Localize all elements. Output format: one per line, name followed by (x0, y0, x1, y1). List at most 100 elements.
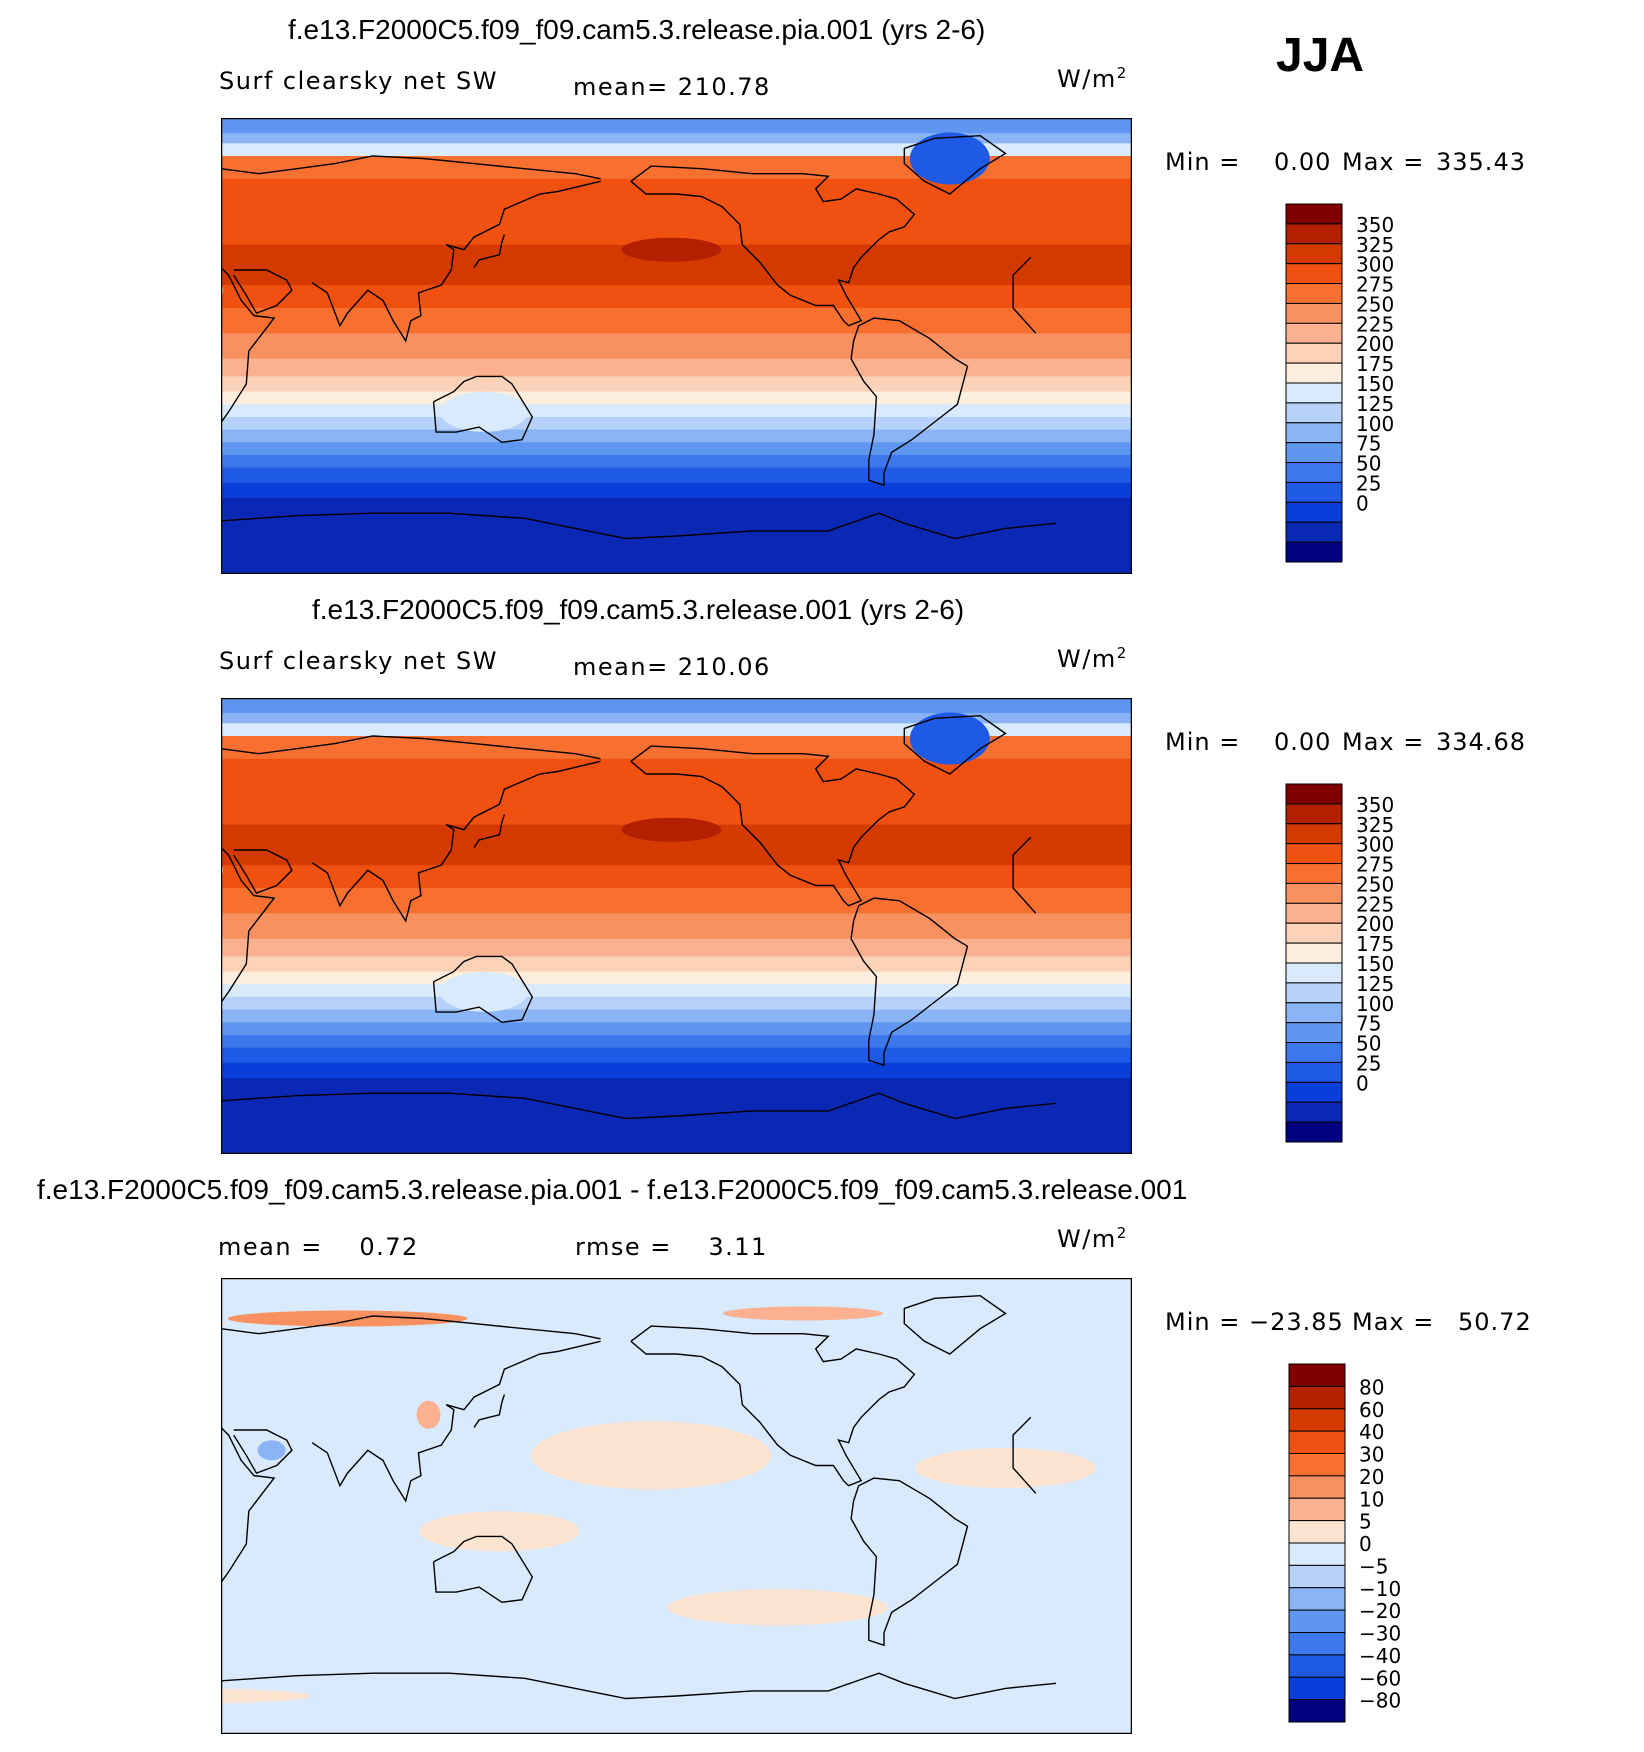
coastline (850, 1477, 969, 1647)
coastline (233, 1429, 293, 1474)
field-patch (416, 1400, 441, 1429)
field-patch (909, 132, 990, 185)
colorbar-box (1288, 1609, 1346, 1633)
min-label: Min = (1165, 728, 1241, 756)
field-patch (257, 1440, 286, 1461)
colorbar-box (1285, 521, 1343, 543)
colorbar-box (1285, 283, 1343, 304)
map-panel-difference (221, 1278, 1132, 1734)
coastline (221, 256, 1037, 424)
colorbar-tick-label: −5 (1359, 1554, 1388, 1578)
field-band (221, 133, 1132, 144)
max-label: Max = (1342, 728, 1425, 756)
colorbar-tick-label: 350 (1356, 213, 1394, 237)
colorbar-tick-label: 225 (1356, 892, 1394, 916)
colorbar-box (1285, 1002, 1343, 1024)
panel-title: f.e13.F2000C5.f09_f09.cam5.3.release.pia… (37, 1174, 1188, 1205)
field-band (221, 723, 1132, 737)
colorbar-tick-label: 10 (1359, 1487, 1384, 1511)
field-patch (227, 1310, 468, 1327)
field-band (221, 956, 1132, 973)
field-patch (531, 1421, 772, 1490)
colorbar-box (1288, 1363, 1346, 1387)
max-label: Max = (1342, 148, 1425, 176)
field-band (221, 358, 1132, 377)
field-band (221, 758, 1132, 826)
colorbar-box (1285, 1042, 1343, 1063)
colorbar-tick-label: 300 (1356, 833, 1394, 857)
colorbar-tick-label: 25 (1356, 1051, 1381, 1075)
field-band (221, 913, 1132, 940)
variable-label: Surf clearsky net SW (219, 647, 498, 675)
colorbar-box (1285, 362, 1343, 384)
coastline (233, 269, 293, 314)
colorbar-box (1285, 1121, 1343, 1143)
colorbar-box (1288, 1699, 1346, 1723)
colorbar-box (1285, 442, 1343, 464)
coastline (432, 375, 534, 444)
field-patch (221, 1688, 311, 1704)
colorbar-tick-label: 300 (1356, 253, 1394, 277)
colorbar-tick-label: 80 (1359, 1375, 1384, 1399)
colorbar-box (1285, 902, 1343, 924)
units-label: W/m2 (1057, 1224, 1128, 1253)
colorbar-tick-label: 0 (1359, 1532, 1372, 1556)
field-band (221, 865, 1132, 889)
coastline (432, 955, 534, 1024)
min-value: 0.00 (1274, 728, 1332, 756)
coastline (311, 1340, 601, 1503)
coastline (221, 512, 1057, 540)
colorbar-box (1285, 203, 1343, 225)
colorbar-box (1288, 1408, 1346, 1432)
map-frame (221, 118, 1132, 574)
field-band (221, 391, 1132, 405)
colorbar-tick-label: 150 (1356, 952, 1394, 976)
colorbar-tick-label: 25 (1356, 471, 1381, 495)
coastline (221, 155, 601, 180)
field-band (221, 404, 1132, 418)
colorbar-tick-label: 325 (1356, 813, 1394, 837)
field-band (221, 442, 1132, 456)
colorbar-box (1288, 1453, 1346, 1477)
colorbar-box (1285, 962, 1343, 984)
map-panel-control (221, 698, 1132, 1154)
field-band (221, 1278, 1132, 1734)
coastline (630, 165, 916, 327)
colorbar-tick-label: 100 (1356, 412, 1394, 436)
coastline (903, 1294, 1007, 1355)
field-band (221, 376, 1132, 393)
min-label: Min = (1165, 1308, 1241, 1336)
colorbar-box (1285, 922, 1343, 944)
field-band (221, 482, 1132, 499)
field-band (221, 454, 1132, 469)
colorbar-tick-label: −30 (1359, 1622, 1401, 1646)
coastline (432, 1535, 534, 1604)
colorbar-tick-label: 100 (1356, 992, 1394, 1016)
field-band (221, 416, 1132, 431)
coastline (473, 1394, 506, 1428)
field-band (221, 467, 1132, 484)
season-label: JJA (1276, 29, 1365, 82)
coastline (311, 180, 601, 343)
colorbar-box (1285, 541, 1343, 563)
field-band (221, 333, 1132, 360)
colorbar-box (1285, 501, 1343, 523)
max-label: Max = (1352, 1308, 1435, 1336)
max-value: 50.72 (1458, 1308, 1532, 1336)
colorbar-tick-label: 275 (1356, 853, 1394, 877)
colorbar-box (1285, 1081, 1343, 1103)
mean-label: mean= 210.06 (573, 653, 771, 681)
colorbar-box (1285, 342, 1343, 364)
panel-title: f.e13.F2000C5.f09_f09.cam5.3.release.001… (312, 594, 965, 625)
colorbar-tick-label: 175 (1356, 352, 1394, 376)
colorbar-tick-label: 5 (1359, 1510, 1372, 1534)
colorbar-box (1285, 263, 1343, 285)
coastline (473, 234, 506, 268)
field-patch (621, 237, 722, 262)
field-band (221, 285, 1132, 309)
colorbar-box (1288, 1587, 1346, 1611)
colorbar-tick-label: 150 (1356, 372, 1394, 396)
colorbar-box (1285, 243, 1343, 265)
